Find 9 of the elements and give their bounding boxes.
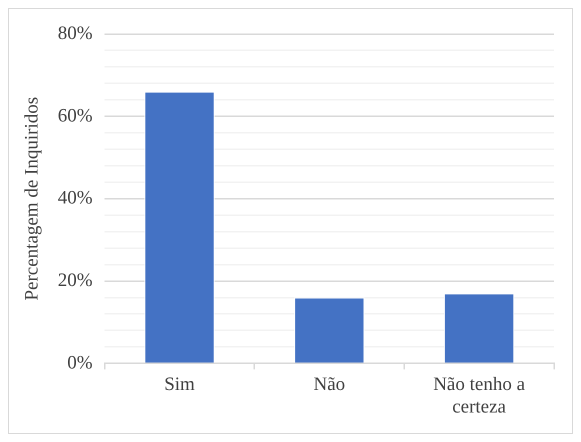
y-tick-label: 80%: [58, 22, 93, 44]
y-tick-label: 40%: [58, 188, 93, 209]
x-tick-label: Não: [313, 374, 346, 395]
y-tick-label: 0%: [67, 352, 93, 374]
y-tick-label: 60%: [58, 105, 93, 126]
y-axis-title: Percentagem de Inquiridos: [21, 96, 42, 301]
x-tick-label: Sim: [164, 374, 196, 395]
y-tick-label: 20%: [58, 270, 93, 292]
x-tick-label: Não tenho a certeza: [433, 374, 526, 418]
